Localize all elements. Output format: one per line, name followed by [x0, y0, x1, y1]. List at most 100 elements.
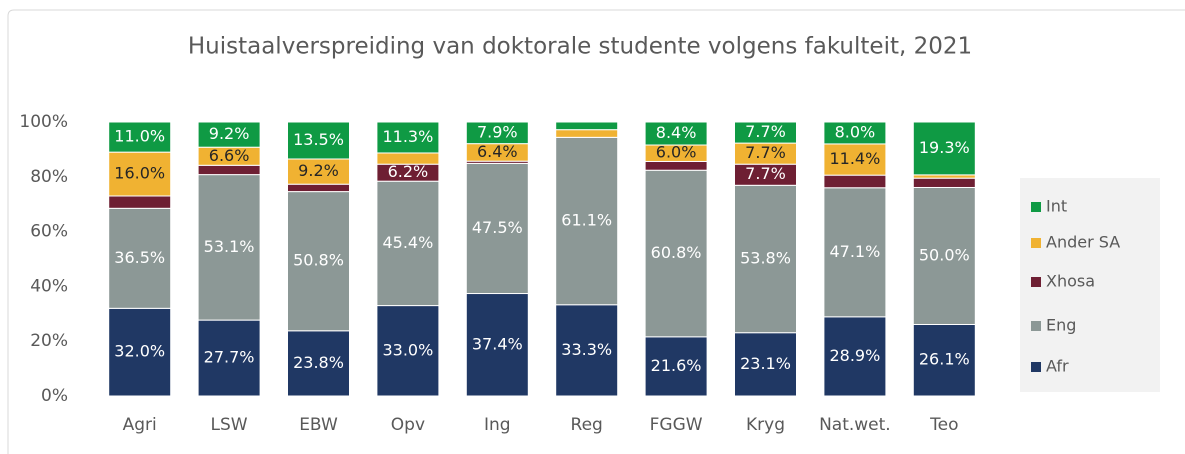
legend-box: [1020, 178, 1160, 392]
chart-title: Huistaalverspreiding van doktorale stude…: [188, 34, 972, 60]
data-label: 33.3%: [561, 340, 612, 359]
x-tick-label: Kryg: [746, 415, 785, 435]
legend-label: Xhosa: [1046, 272, 1095, 291]
bar-segment: [734, 184, 797, 334]
x-tick-label: EBW: [299, 415, 338, 435]
data-label: 7.7%: [745, 122, 786, 141]
bar-segment: [287, 330, 350, 397]
bar-segment: [197, 174, 261, 321]
bar-segment: [376, 121, 440, 154]
legend-swatch: [1031, 238, 1041, 248]
bar-segment: [287, 183, 350, 193]
bar-segment: [108, 121, 172, 153]
legend-label: Afr: [1046, 357, 1069, 376]
bar-segment: [823, 121, 887, 145]
data-label: 28.9%: [829, 346, 880, 365]
x-tick-label: Nat.wet.: [819, 415, 891, 435]
x-tick-label: Agri: [123, 415, 157, 435]
bar-segment: [912, 186, 976, 325]
data-label: 9.2%: [298, 161, 339, 180]
bar-segment: [555, 129, 619, 138]
y-tick-label: 60%: [30, 222, 68, 242]
bar-segment: [823, 187, 887, 318]
data-label: 6.6%: [209, 146, 250, 165]
data-label: 16.0%: [114, 164, 165, 183]
data-label: 19.3%: [919, 138, 970, 157]
legend-label: Eng: [1046, 316, 1076, 335]
data-label: 23.1%: [740, 354, 791, 373]
bar-segment: [555, 121, 619, 131]
legend-swatch: [1031, 277, 1041, 287]
bar-segment: [108, 195, 172, 209]
data-label: 27.7%: [204, 348, 255, 367]
bar-segment: [644, 169, 708, 338]
y-tick-label: 80%: [30, 167, 68, 187]
data-label: 36.5%: [114, 248, 165, 267]
legend-swatch: [1031, 321, 1041, 331]
legend-label: Ander SA: [1046, 233, 1120, 252]
data-label: 37.4%: [472, 334, 523, 353]
data-label: 60.8%: [651, 243, 702, 262]
data-label: 45.4%: [382, 233, 433, 252]
chart-frame: [7, 9, 1185, 454]
data-label: 21.6%: [651, 356, 702, 375]
data-label: 33.0%: [382, 340, 433, 359]
bar-segment: [912, 177, 976, 188]
bar-segment: [644, 160, 708, 171]
legend-swatch: [1031, 362, 1041, 372]
data-label: 11.4%: [829, 149, 880, 168]
data-label: 9.2%: [209, 124, 250, 143]
data-label: 7.9%: [477, 122, 518, 141]
x-tick-label: Reg: [571, 415, 603, 435]
bar-segment: [644, 336, 708, 397]
bar-segment: [287, 121, 350, 160]
y-tick-label: 40%: [30, 276, 68, 296]
bar-segment: [108, 207, 172, 309]
data-label: 53.8%: [740, 249, 791, 268]
bar-segment: [197, 164, 261, 176]
y-tick-label: 20%: [30, 331, 68, 351]
data-label: 53.1%: [204, 237, 255, 256]
data-label: 23.8%: [293, 353, 344, 372]
bar-segment: [734, 332, 797, 397]
data-label: 47.5%: [472, 218, 523, 237]
x-tick-label: LSW: [211, 415, 248, 435]
data-label: 6.0%: [656, 143, 697, 162]
bar-segment: [823, 174, 887, 189]
y-tick-label: 100%: [19, 112, 68, 132]
data-label: 6.4%: [477, 142, 518, 161]
y-tick-label: 0%: [41, 386, 68, 406]
bar-segment: [465, 121, 529, 145]
data-label: 7.7%: [745, 143, 786, 162]
bar-segment: [197, 319, 261, 397]
x-tick-label: Ing: [484, 415, 511, 435]
x-tick-label: Opv: [391, 415, 425, 435]
data-label: 7.7%: [745, 164, 786, 183]
bar-segment: [823, 316, 887, 397]
data-label: 47.1%: [829, 242, 880, 261]
data-label: 8.0%: [835, 122, 876, 141]
bar-segment: [465, 162, 529, 295]
x-tick-label: FGGW: [650, 415, 703, 435]
data-label: 11.0%: [114, 127, 165, 146]
bar-segment: [376, 305, 440, 397]
bar-segment: [108, 307, 172, 397]
data-label: 26.1%: [919, 350, 970, 369]
data-label: 32.0%: [114, 342, 165, 361]
data-label: 8.4%: [656, 123, 697, 142]
data-label: 11.3%: [382, 127, 433, 146]
bar-segment: [734, 121, 797, 144]
data-label: 50.8%: [293, 251, 344, 270]
bar-segment: [555, 136, 619, 306]
bar-segment: [197, 121, 261, 148]
data-label: 50.0%: [919, 245, 970, 264]
x-tick-label: Teo: [929, 415, 958, 435]
legend-swatch: [1031, 202, 1041, 212]
bar-segment: [287, 191, 350, 332]
bar-segment: [555, 304, 619, 397]
bar-segment: [376, 180, 440, 307]
data-label: 13.5%: [293, 130, 344, 149]
data-label: 61.1%: [561, 211, 612, 230]
bar-segment: [644, 121, 708, 146]
